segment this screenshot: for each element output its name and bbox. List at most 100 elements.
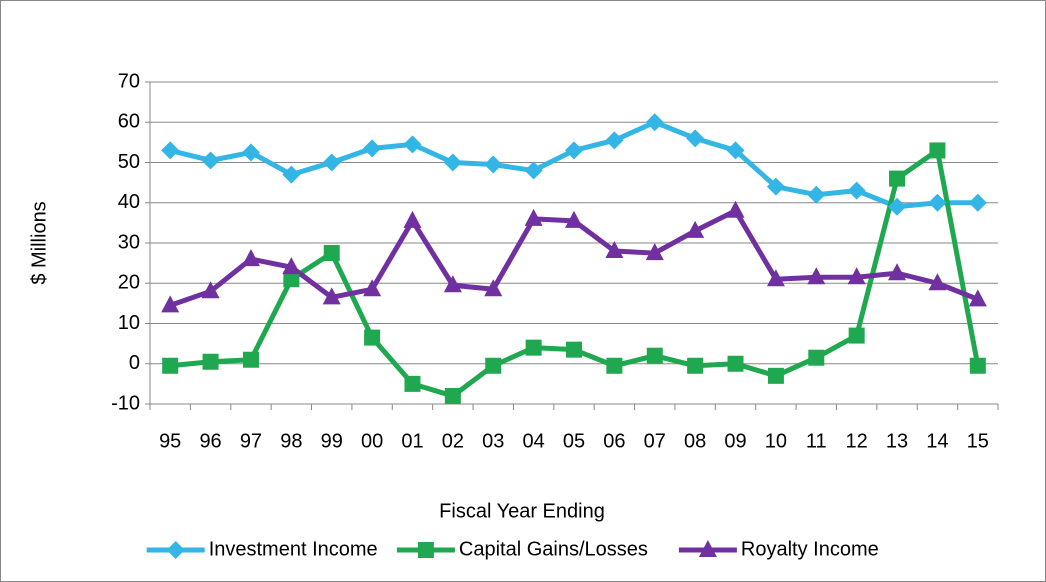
marker bbox=[202, 353, 219, 370]
marker bbox=[443, 275, 462, 293]
marker bbox=[241, 143, 260, 162]
marker bbox=[888, 263, 907, 281]
marker bbox=[605, 241, 624, 259]
marker bbox=[166, 541, 185, 559]
marker bbox=[686, 220, 705, 238]
marker bbox=[323, 245, 340, 262]
marker bbox=[888, 197, 907, 216]
marker bbox=[928, 193, 947, 212]
x-tick-label: 08 bbox=[684, 430, 706, 452]
x-axis-title: Fiscal Year Ending bbox=[439, 500, 605, 522]
marker bbox=[969, 357, 986, 374]
marker bbox=[364, 329, 381, 346]
marker bbox=[444, 387, 461, 404]
marker bbox=[282, 257, 301, 275]
marker bbox=[848, 327, 865, 344]
x-tick-label: 98 bbox=[280, 430, 302, 452]
marker bbox=[201, 151, 220, 170]
x-tick-label: 13 bbox=[886, 430, 908, 452]
marker bbox=[646, 347, 663, 364]
y-tick-label: 70 bbox=[118, 70, 140, 92]
marker bbox=[698, 540, 717, 557]
marker bbox=[565, 141, 583, 160]
y-tick-label: 40 bbox=[118, 191, 140, 213]
marker bbox=[929, 142, 946, 159]
marker bbox=[201, 281, 220, 299]
x-tick-label: 96 bbox=[199, 430, 221, 452]
legend-label: Royalty Income bbox=[741, 538, 879, 560]
y-tick-label: 30 bbox=[118, 231, 140, 253]
x-tick-label: 11 bbox=[806, 430, 827, 452]
marker bbox=[847, 181, 866, 200]
marker bbox=[241, 249, 260, 267]
marker bbox=[161, 295, 180, 313]
marker bbox=[565, 210, 583, 228]
marker bbox=[484, 155, 503, 174]
y-tick-label: 0 bbox=[129, 352, 140, 374]
marker bbox=[524, 208, 543, 226]
marker bbox=[889, 170, 906, 187]
y-tick-label: -10 bbox=[111, 392, 140, 414]
legend-label: Investment Income bbox=[209, 538, 378, 560]
marker bbox=[484, 279, 503, 297]
y-tick-label: 60 bbox=[118, 111, 140, 133]
marker bbox=[417, 542, 434, 558]
marker bbox=[645, 113, 664, 132]
marker bbox=[687, 357, 704, 374]
marker bbox=[645, 243, 664, 261]
marker bbox=[726, 141, 745, 160]
marker bbox=[403, 135, 422, 154]
x-tick-label: 02 bbox=[442, 430, 464, 452]
marker bbox=[363, 279, 382, 297]
marker bbox=[282, 165, 301, 184]
x-tick-label: 12 bbox=[846, 430, 868, 452]
marker bbox=[968, 193, 987, 212]
marker bbox=[928, 273, 947, 291]
x-tick-label: 05 bbox=[563, 430, 585, 452]
marker bbox=[162, 357, 179, 374]
marker bbox=[363, 139, 382, 158]
marker bbox=[847, 267, 866, 285]
x-tick-label: 00 bbox=[361, 430, 383, 452]
x-tick-label: 07 bbox=[644, 430, 666, 452]
y-tick-label: 10 bbox=[118, 312, 140, 334]
x-tick-label: 09 bbox=[724, 430, 746, 452]
marker bbox=[807, 267, 826, 285]
marker bbox=[322, 287, 341, 305]
x-tick-label: 95 bbox=[159, 430, 181, 452]
x-tick-label: 04 bbox=[522, 430, 544, 452]
marker bbox=[283, 271, 300, 288]
y-tick-label: 20 bbox=[118, 272, 140, 294]
marker bbox=[403, 210, 422, 228]
y-tick-label: 50 bbox=[118, 151, 140, 173]
legend-label: Capital Gains/Losses bbox=[459, 538, 648, 560]
marker bbox=[968, 289, 987, 307]
x-tick-label: 97 bbox=[240, 430, 262, 452]
marker bbox=[404, 375, 421, 392]
marker bbox=[808, 349, 825, 366]
marker bbox=[525, 339, 542, 356]
marker bbox=[767, 367, 784, 384]
marker bbox=[807, 185, 826, 204]
x-tick-label: 10 bbox=[765, 430, 787, 452]
marker bbox=[524, 161, 543, 180]
marker bbox=[161, 141, 180, 160]
marker bbox=[242, 351, 259, 368]
marker bbox=[727, 355, 744, 372]
marker bbox=[485, 357, 502, 374]
marker bbox=[443, 153, 462, 172]
x-tick-label: 06 bbox=[603, 430, 625, 452]
x-tick-label: 14 bbox=[926, 430, 948, 452]
marker bbox=[726, 200, 745, 218]
marker bbox=[322, 153, 341, 172]
marker bbox=[766, 269, 785, 287]
x-tick-label: 03 bbox=[482, 430, 504, 452]
marker bbox=[686, 129, 705, 148]
marker bbox=[606, 357, 623, 374]
marker bbox=[566, 341, 582, 358]
marker bbox=[766, 177, 785, 196]
y-axis-title: $ Millions bbox=[28, 201, 50, 284]
